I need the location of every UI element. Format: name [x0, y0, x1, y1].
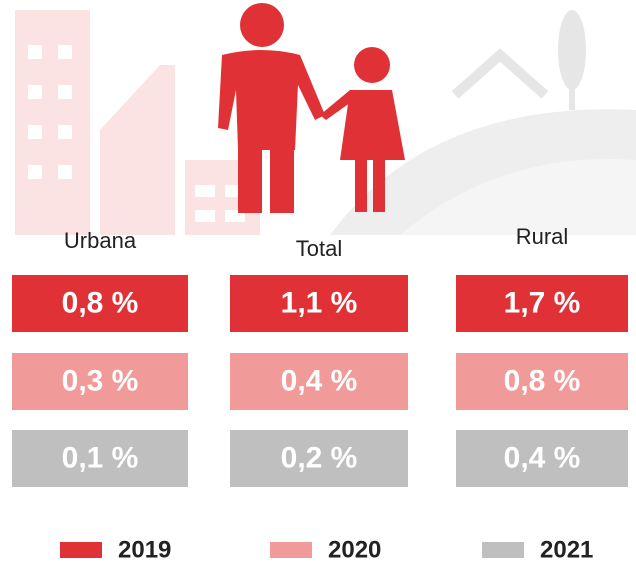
legend: 2019 2020 2021: [60, 536, 593, 563]
group-label: Rural: [516, 224, 569, 249]
value-label: 0,2 %: [281, 441, 358, 474]
legend-swatch: [482, 542, 524, 558]
value-label: 0,8 %: [62, 286, 139, 319]
legend-swatch: [270, 542, 312, 558]
legend-label: 2019: [118, 536, 171, 563]
legend-label: 2021: [540, 536, 593, 563]
value-label: 0,4 %: [281, 364, 358, 397]
value-label: 0,4 %: [504, 441, 581, 474]
value-label: 0,1 %: [62, 441, 139, 474]
background-illustration: [15, 3, 636, 235]
infographic: Urbana 0,8 % 0,3 % 0,1 % Total 1,1 % 0,4 % 0,2 …: [0, 0, 636, 565]
tiles: Urbana 0,8 % 0,3 % 0,1 % Total 1,1 % 0,4 % 0,2 …: [12, 224, 628, 487]
group-label: Urbana: [64, 228, 137, 253]
value-label: 1,1 %: [281, 286, 358, 319]
value-label: 1,7 %: [504, 286, 581, 319]
group-label: Total: [296, 236, 342, 261]
value-label: 0,3 %: [62, 364, 139, 397]
value-label: 0,8 %: [504, 364, 581, 397]
legend-swatch: [60, 542, 102, 558]
legend-label: 2020: [328, 536, 381, 563]
